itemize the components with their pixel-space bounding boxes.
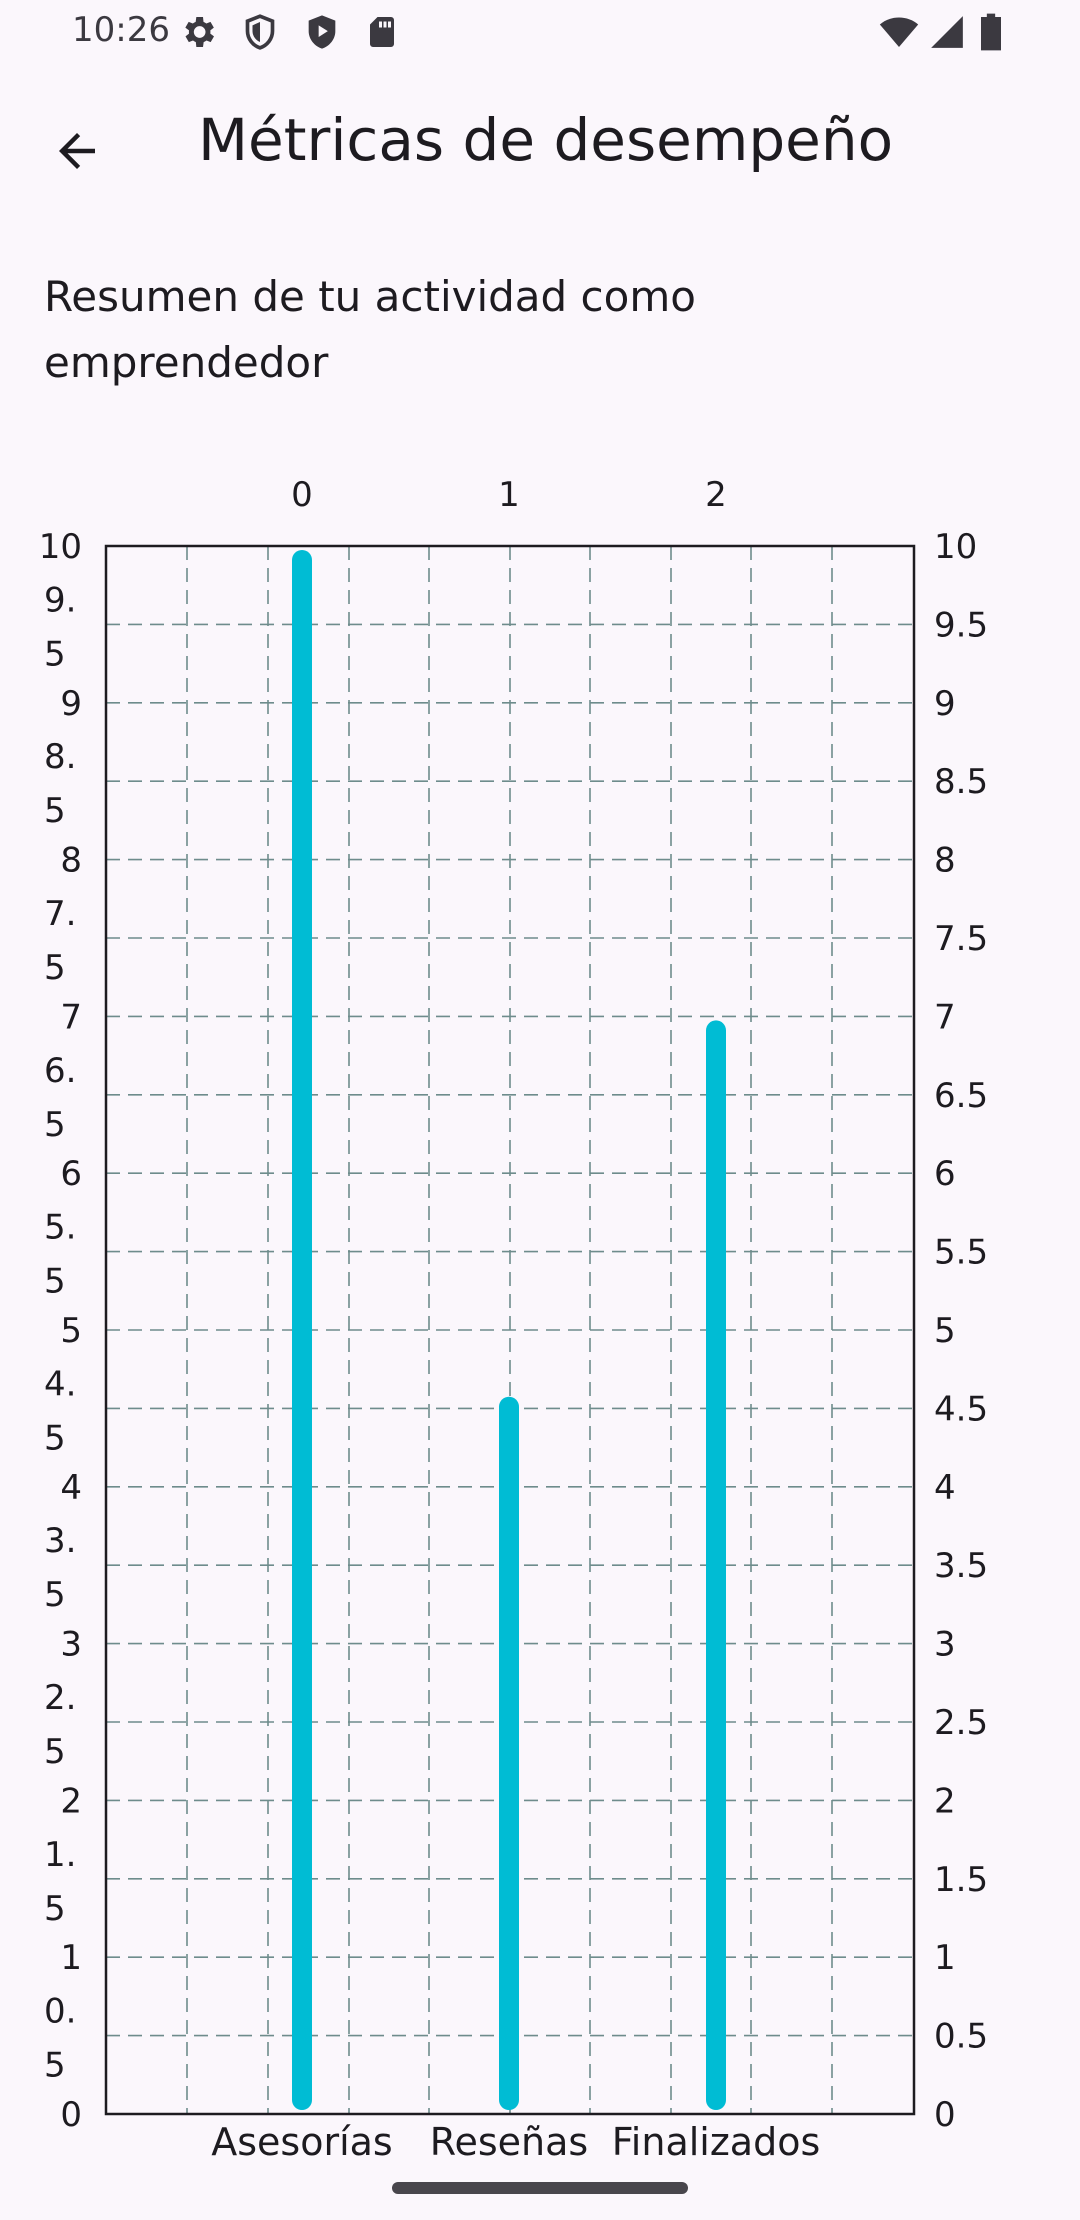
left-tick-label: 6 [60, 1154, 82, 1194]
left-tick-label: 5 [44, 1575, 66, 1615]
sd-card-icon [370, 17, 394, 47]
left-tick-label: 5 [44, 1889, 66, 1929]
right-tick-label: 0.5 [934, 2017, 988, 2057]
top-tick-label: 1 [498, 475, 520, 515]
plot-frame [104, 544, 916, 2116]
left-tick-label: 1. [44, 1835, 76, 1875]
settings-icon [185, 17, 214, 47]
left-tick-label: 5 [44, 634, 66, 674]
left-tick-label: 4 [60, 1468, 82, 1508]
left-tick-label: 3 [60, 1625, 82, 1665]
right-tick-label: 8.5 [934, 762, 988, 802]
bottom-x-axis: Asesorías Reseñas Finalizados [211, 2120, 820, 2164]
right-tick-label: 6 [934, 1154, 956, 1194]
home-indicator[interactable] [392, 2182, 688, 2194]
right-tick-label: 7 [934, 997, 956, 1037]
right-tick-label: 9 [934, 684, 956, 724]
left-tick-label: 5 [44, 1105, 66, 1145]
left-tick-label: 5 [44, 2046, 66, 2086]
right-tick-label: 4.5 [934, 1389, 988, 1429]
right-tick-label: 3 [934, 1625, 956, 1665]
left-tick-label: 1 [60, 1938, 82, 1978]
category-label: Asesorías [211, 2120, 392, 2164]
top-tick-label: 2 [705, 475, 727, 515]
left-tick-label: 9 [60, 684, 82, 724]
arrow-back-icon [59, 133, 95, 169]
right-tick-label: 0 [934, 2095, 956, 2135]
left-tick-label: 8 [60, 841, 82, 881]
left-tick-label: 5 [60, 1311, 82, 1351]
left-tick-label: 5 [44, 1732, 66, 1772]
right-tick-label: 6.5 [934, 1076, 988, 1116]
left-tick-label: 5 [44, 791, 66, 831]
left-tick-label: 0 [60, 2095, 82, 2135]
right-tick-label: 5 [934, 1311, 956, 1351]
left-tick-label: 10 [39, 527, 82, 567]
left-tick-label: 0. [44, 1992, 76, 2032]
page-title: Métricas de desempeño [198, 106, 894, 174]
right-tick-label: 9.5 [934, 605, 988, 645]
battery-icon [981, 13, 1001, 51]
cell-signal-icon [931, 16, 963, 48]
back-button[interactable] [34, 108, 120, 194]
left-tick-label: 9. [44, 580, 76, 620]
left-tick-label: 5 [44, 1418, 66, 1458]
left-tick-label: 7. [44, 894, 76, 934]
left-tick-label: 8. [44, 737, 76, 777]
left-tick-label: 7 [60, 997, 82, 1037]
top-tick-label: 0 [291, 475, 313, 515]
right-tick-label: 8 [934, 841, 956, 881]
left-tick-label: 5. [44, 1208, 76, 1248]
left-tick-label: 5 [44, 948, 66, 988]
right-tick-label: 10 [934, 527, 977, 567]
right-y-axis: 0 0.5 1 1.5 2 2.5 3 3.5 4 4.5 5 5.5 6 6.5 7 7.5 8 8.5 9 9.5… [934, 527, 988, 2135]
left-tick-label: 3. [44, 1521, 76, 1561]
category-label: Reseñas [430, 2120, 588, 2164]
right-tick-label: 1 [934, 1938, 956, 1978]
left-y-axis: 0 0. 5 1 1. 5 2 2. 5 3 3. 5 4 4. 5 5 5. 5 6 6. 5 7 7. 5 8 8. 5 9 9. 5… [39, 527, 82, 2135]
wifi-icon [879, 17, 919, 47]
right-tick-label: 4 [934, 1468, 956, 1508]
right-tick-label: 2.5 [934, 1703, 988, 1743]
left-tick-label: 2 [60, 1781, 82, 1821]
app-bar: Métricas de desempeño [0, 66, 1080, 220]
shield-icon [245, 14, 275, 50]
status-bar: 10:26 [0, 0, 1080, 66]
right-tick-label: 1.5 [934, 1860, 988, 1900]
right-tick-label: 5.5 [934, 1233, 988, 1273]
left-tick-label: 5 [44, 1262, 66, 1302]
left-tick-label: 4. [44, 1364, 76, 1404]
left-tick-label: 2. [44, 1678, 76, 1718]
right-tick-label: 2 [934, 1781, 956, 1821]
chart-bars [292, 550, 726, 2110]
activity-summary-text: Resumen de tu actividad como emprendedor [44, 272, 696, 387]
play-shield-icon [308, 15, 336, 49]
right-tick-label: 3.5 [934, 1546, 988, 1586]
left-tick-label: 6. [44, 1051, 76, 1091]
right-tick-label: 7.5 [934, 919, 988, 959]
category-label: Finalizados [612, 2120, 821, 2164]
top-x-axis: 0 1 2 [291, 475, 727, 515]
status-time: 10:26 [72, 10, 170, 50]
